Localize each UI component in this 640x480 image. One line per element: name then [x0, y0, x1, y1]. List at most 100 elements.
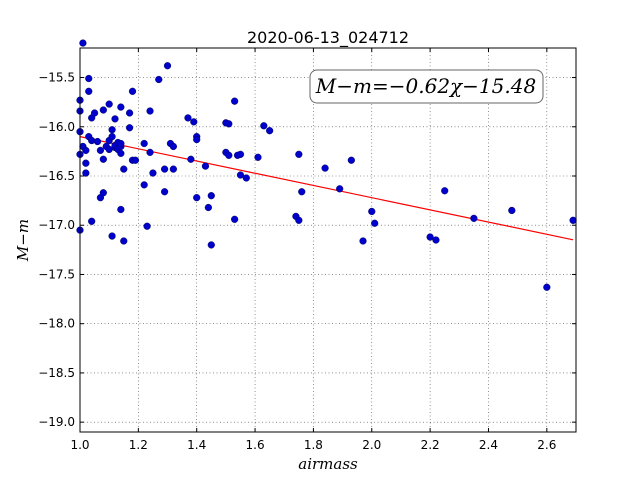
data-point [254, 153, 262, 161]
fit-line [79, 136, 574, 241]
data-point [161, 188, 169, 196]
fit-annotation: M−m=−0.62χ−15.48 [309, 69, 544, 104]
data-point [266, 127, 274, 135]
data-point [225, 120, 233, 128]
axis-ticks: 1.0 1.2 1.4 1.6 1.8 2.0 2.2 2.4 2.6 −15.5 −16.0 −16… [38, 48, 576, 452]
data-point [207, 241, 215, 249]
plot-frame [79, 47, 577, 433]
y-tick-label: −15.5 [38, 71, 75, 85]
data-point [321, 164, 329, 172]
data-point [169, 142, 177, 151]
data-point [146, 148, 154, 156]
y-tick-label: −17.0 [38, 218, 75, 232]
data-point [126, 109, 134, 117]
data-point [441, 187, 449, 195]
data-point [99, 155, 107, 163]
data-point [543, 283, 551, 291]
data-point [508, 206, 516, 215]
data-point [295, 150, 303, 158]
data-point [105, 100, 113, 108]
y-axis-label: M−m [14, 219, 32, 262]
data-point [193, 135, 201, 144]
grid [79, 48, 576, 432]
data-point [569, 216, 577, 224]
data-point [117, 149, 125, 157]
data-point [295, 216, 303, 224]
data-point [204, 203, 212, 212]
data-point [161, 165, 169, 173]
data-point [470, 214, 478, 222]
data-point [90, 109, 99, 117]
chart-title: 2020-06-13_024712 [247, 28, 409, 48]
x-tick-label: 1.4 [187, 438, 206, 452]
data-point [99, 106, 107, 114]
data-point [207, 192, 215, 200]
data-point [120, 237, 128, 245]
data-point [79, 39, 87, 47]
y-tick-label: −18.5 [38, 366, 75, 380]
y-tick-label: −16.0 [38, 120, 75, 134]
x-tick-label: 1.8 [304, 438, 323, 452]
y-tick-label: −18.0 [38, 317, 75, 331]
data-point [128, 87, 137, 95]
data-point [88, 217, 96, 225]
data-points [76, 39, 577, 291]
fit-annotation-text: M−m=−0.62χ−15.48 [315, 74, 536, 98]
data-point [193, 194, 201, 202]
x-tick-label: 1.6 [246, 438, 265, 452]
data-point [120, 165, 128, 173]
data-point [155, 75, 163, 84]
data-point [190, 118, 198, 126]
x-tick-label: 2.4 [479, 438, 498, 452]
data-point [371, 219, 379, 227]
data-point [149, 169, 157, 177]
x-axis-label: airmass [298, 455, 358, 473]
x-tick-label: 2.0 [362, 438, 381, 452]
fit-annotation-box [309, 69, 544, 104]
data-point [368, 207, 376, 216]
data-point [111, 115, 119, 123]
data-point [143, 222, 151, 230]
data-point [82, 159, 90, 167]
y-tick-label: −19.0 [38, 415, 75, 429]
data-point [169, 165, 177, 173]
data-point [117, 103, 125, 111]
data-point [236, 150, 245, 158]
data-point [82, 146, 90, 155]
data-point [140, 139, 148, 148]
data-point [432, 236, 440, 244]
data-point [117, 139, 125, 148]
data-point [131, 156, 140, 164]
fit-line-layer [79, 136, 574, 241]
data-point [231, 97, 239, 105]
y-tick-label: −16.5 [38, 169, 75, 183]
data-point [146, 107, 154, 115]
data-point [426, 233, 434, 241]
data-point [85, 74, 93, 83]
data-point [82, 169, 90, 177]
data-point [108, 126, 116, 134]
data-point [336, 185, 344, 193]
x-tick-label: 1.2 [129, 438, 148, 452]
data-point [359, 237, 367, 245]
data-point [201, 162, 210, 170]
data-point [140, 181, 148, 189]
data-point [298, 188, 306, 196]
data-point [242, 174, 250, 182]
data-point [231, 215, 239, 223]
x-tick-label: 2.2 [421, 438, 440, 452]
data-point [163, 62, 172, 70]
data-point [117, 205, 125, 214]
data-point [187, 155, 195, 163]
data-point [93, 137, 102, 146]
data-point [236, 171, 245, 179]
data-point [184, 114, 192, 122]
x-tick-label: 1.0 [70, 438, 89, 452]
x-tick-label: 2.6 [537, 438, 556, 452]
data-point [126, 124, 134, 132]
data-point [85, 87, 93, 95]
data-point [108, 133, 116, 141]
y-tick-label: −17.5 [38, 267, 75, 281]
data-point [108, 232, 116, 240]
